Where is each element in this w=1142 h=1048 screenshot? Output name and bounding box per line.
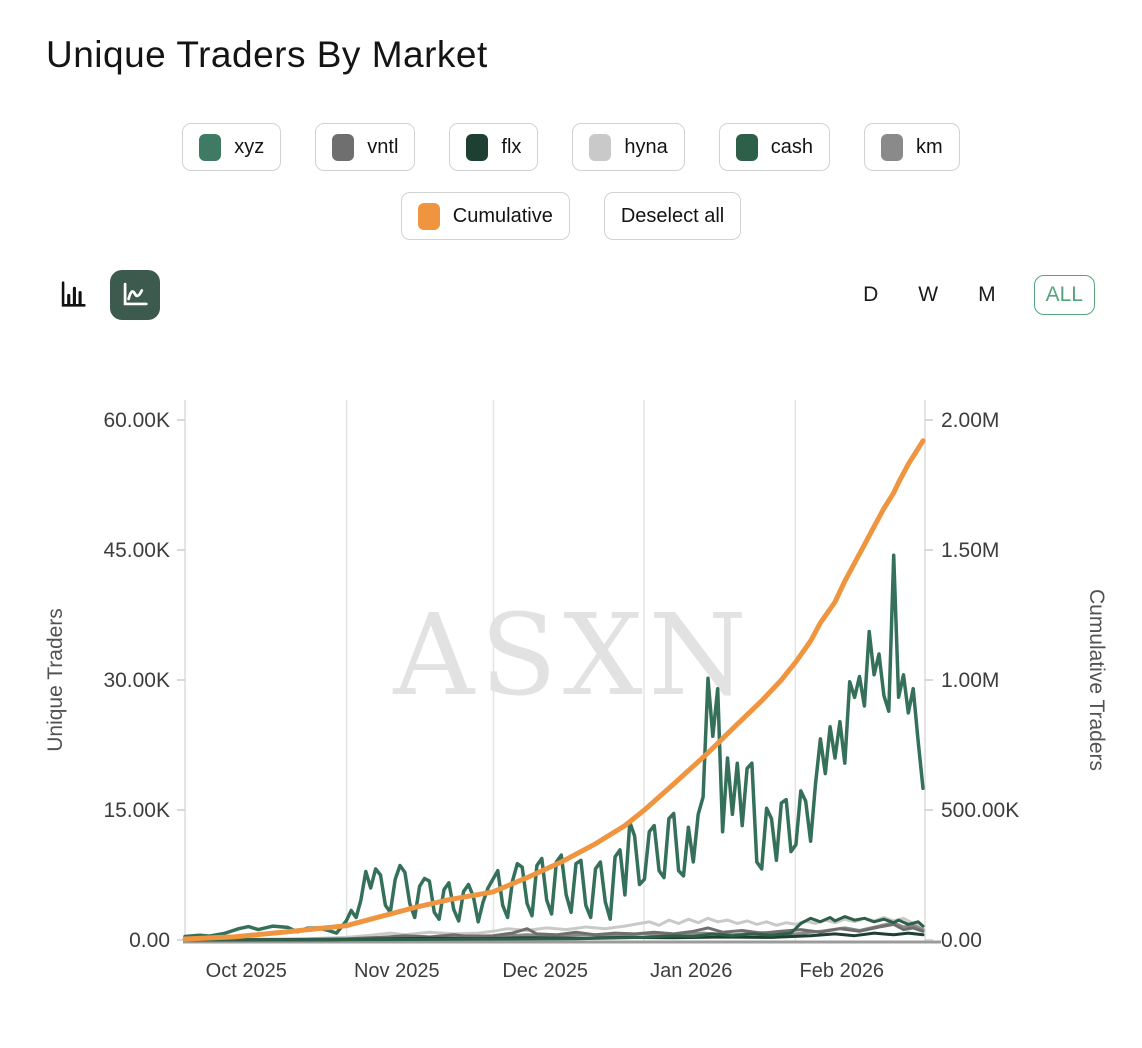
range-day-button[interactable]: D bbox=[861, 279, 880, 311]
right-tick-label-0: 0.00 bbox=[941, 929, 982, 952]
legend-item-vntl[interactable]: vntl bbox=[315, 123, 416, 171]
legend-item-xyz[interactable]: xyz bbox=[182, 123, 282, 171]
range-all-button[interactable]: ALL bbox=[1033, 275, 1095, 315]
range-selector: D W M ALL bbox=[861, 270, 1095, 320]
chart-area: ASXN 0.00 15.00K 30.00K 45.00K 60.00K 0.00 500.… bbox=[0, 388, 1142, 1048]
x-axis-label-1: Nov 2025 bbox=[354, 960, 440, 982]
chart-controls: D W M ALL bbox=[0, 270, 1142, 322]
chart-type-line-button[interactable] bbox=[110, 270, 160, 320]
legend-item-label: Deselect all bbox=[620, 204, 725, 227]
left-tick-label-1: 15.00K bbox=[103, 799, 170, 822]
line-chart-icon bbox=[118, 277, 152, 314]
x-axis-label-3: Jan 2026 bbox=[650, 960, 732, 982]
series-hyna-line bbox=[183, 916, 925, 942]
legend-item-label: vntl bbox=[367, 135, 399, 158]
right-tick-label-4: 2.00M bbox=[941, 409, 999, 432]
legend-item-label: Cumulative bbox=[452, 204, 553, 227]
xyz-color-swatch bbox=[199, 133, 222, 161]
legend-item-label: cash bbox=[770, 135, 814, 158]
x-axis-label-2: Dec 2025 bbox=[502, 960, 588, 982]
legend-row-extra: Cumulative Deselect all bbox=[0, 192, 1142, 240]
page-title: Unique Traders By Market bbox=[46, 34, 488, 75]
series-vntl-line bbox=[183, 922, 925, 942]
legend-row-markets: xyz vntl flx hyna cash km bbox=[0, 123, 1142, 171]
left-tick-label-4: 60.00K bbox=[103, 409, 170, 432]
legend-item-km[interactable]: km bbox=[864, 123, 960, 171]
vntl-color-swatch bbox=[332, 133, 355, 161]
hyna-color-swatch bbox=[589, 133, 612, 161]
series-cumulative-line bbox=[182, 438, 926, 942]
km-color-swatch bbox=[881, 133, 904, 161]
bar-chart-icon bbox=[56, 277, 90, 314]
legend-item-cash[interactable]: cash bbox=[718, 123, 831, 171]
right-axis-title: Cumulative Traders bbox=[1085, 589, 1108, 771]
right-tick-label-3: 1.50M bbox=[941, 539, 999, 562]
right-tick-label-1: 500.00K bbox=[941, 799, 1019, 822]
series-cash-line bbox=[183, 915, 925, 942]
range-week-button[interactable]: W bbox=[916, 279, 940, 311]
cumulative-color-swatch bbox=[417, 202, 440, 230]
right-tick-label-2: 1.00M bbox=[941, 669, 999, 692]
legend-item-label: flx bbox=[501, 135, 522, 158]
chart-type-bar-button[interactable] bbox=[50, 272, 96, 318]
x-axis-label-4: Feb 2026 bbox=[800, 960, 885, 982]
legend-item-label: hyna bbox=[624, 135, 668, 158]
flx-color-swatch bbox=[466, 133, 489, 161]
cash-color-swatch bbox=[735, 133, 758, 161]
left-axis-title: Unique Traders bbox=[44, 608, 67, 752]
x-axis-label-0: Oct 2025 bbox=[206, 960, 287, 982]
series-xyz-line bbox=[183, 553, 925, 939]
legend-item-label: km bbox=[916, 135, 943, 158]
legend-item-flx[interactable]: flx bbox=[449, 123, 539, 171]
left-tick-label-0: 0.00 bbox=[129, 929, 170, 952]
legend-item-deselect-all[interactable]: Deselect all bbox=[603, 192, 742, 240]
line-chart: ASXN 0.00 15.00K 30.00K 45.00K 60.00K 0.00 500.… bbox=[44, 400, 1108, 982]
watermark: ASXN bbox=[392, 591, 752, 721]
range-month-button[interactable]: M bbox=[976, 279, 998, 311]
chart-type-toggle bbox=[50, 270, 160, 320]
left-tick-label-2: 30.00K bbox=[103, 669, 170, 692]
legend-item-hyna[interactable]: hyna bbox=[572, 123, 685, 171]
legend-item-label: xyz bbox=[234, 135, 265, 158]
left-tick-label-3: 45.00K bbox=[103, 539, 170, 562]
legend-item-cumulative[interactable]: Cumulative bbox=[400, 192, 570, 240]
